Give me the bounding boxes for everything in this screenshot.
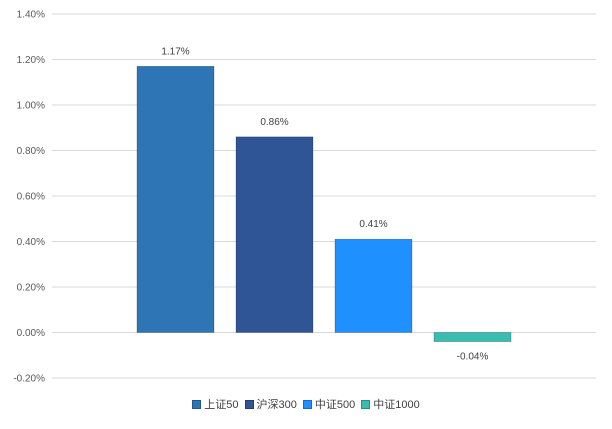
legend-swatch <box>244 399 254 409</box>
legend-swatch <box>302 399 312 409</box>
bar-2 <box>235 136 314 333</box>
y-tick-label: 0.00% <box>17 328 45 339</box>
y-tick-label: -0.20% <box>13 374 45 385</box>
legend-item: 中证1000 <box>361 396 420 412</box>
legend-label: 中证1000 <box>373 399 420 411</box>
y-tick-label: 1.40% <box>17 10 45 21</box>
legend-label: 上证50 <box>204 399 239 411</box>
legend-label: 沪深300 <box>256 399 297 411</box>
gridlines <box>52 13 596 379</box>
y-tick-label: 0.20% <box>17 283 45 294</box>
y-tick-label: 0.40% <box>17 237 45 248</box>
data-labels: 1.17% 0.86% 0.41% -0.04% <box>161 46 488 362</box>
bar-4 <box>433 332 512 342</box>
legend-swatch <box>361 399 371 409</box>
y-axis-tick-labels: -0.20% 0.00% 0.20% 0.40% 0.60% 0.80% 1.00% 1.20… <box>13 10 45 385</box>
legend-item: 沪深300 <box>244 396 297 412</box>
legend-swatch <box>192 399 202 409</box>
bar-1 <box>136 66 215 333</box>
data-label-4: -0.04% <box>457 352 489 363</box>
legend-label: 中证500 <box>314 399 356 411</box>
legend-item: 上证50 <box>192 396 239 412</box>
legend: 上证50 沪深300 中证500 中证1000 <box>0 396 612 412</box>
bar-3 <box>334 238 413 333</box>
data-label-3: 0.41% <box>359 219 387 230</box>
y-tick-label: 0.60% <box>17 192 45 203</box>
y-tick-label: 0.80% <box>17 146 45 157</box>
y-tick-label: 1.00% <box>17 101 45 112</box>
data-label-2: 0.86% <box>260 117 288 128</box>
y-tick-label: 1.20% <box>17 55 45 66</box>
legend-item: 中证500 <box>302 396 356 412</box>
bars <box>136 66 512 342</box>
data-label-1: 1.17% <box>161 46 189 57</box>
